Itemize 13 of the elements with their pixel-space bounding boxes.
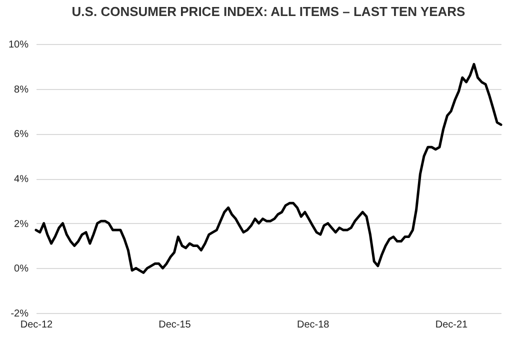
x-tick-label: Dec-15 [158, 320, 192, 330]
y-tick-label: 6% [14, 129, 29, 140]
y-tick-label: 2% [14, 218, 29, 230]
y-tick-label: 4% [14, 174, 29, 185]
x-tick-label: Dec-12 [20, 320, 54, 330]
y-tick-label: 0% [14, 264, 29, 275]
y-tick-label: 8% [14, 84, 29, 96]
chart-title: U.S. CONSUMER PRICE INDEX: ALL ITEMS – LAST TEN YEARS [72, 4, 466, 19]
x-tick-label: Dec-18 [297, 320, 330, 330]
x-tick-label: Dec-21 [435, 320, 468, 330]
line-series [34, 62, 502, 274]
y-tick-label: -2% [10, 308, 29, 320]
y-tick-label: 10% [8, 40, 29, 50]
